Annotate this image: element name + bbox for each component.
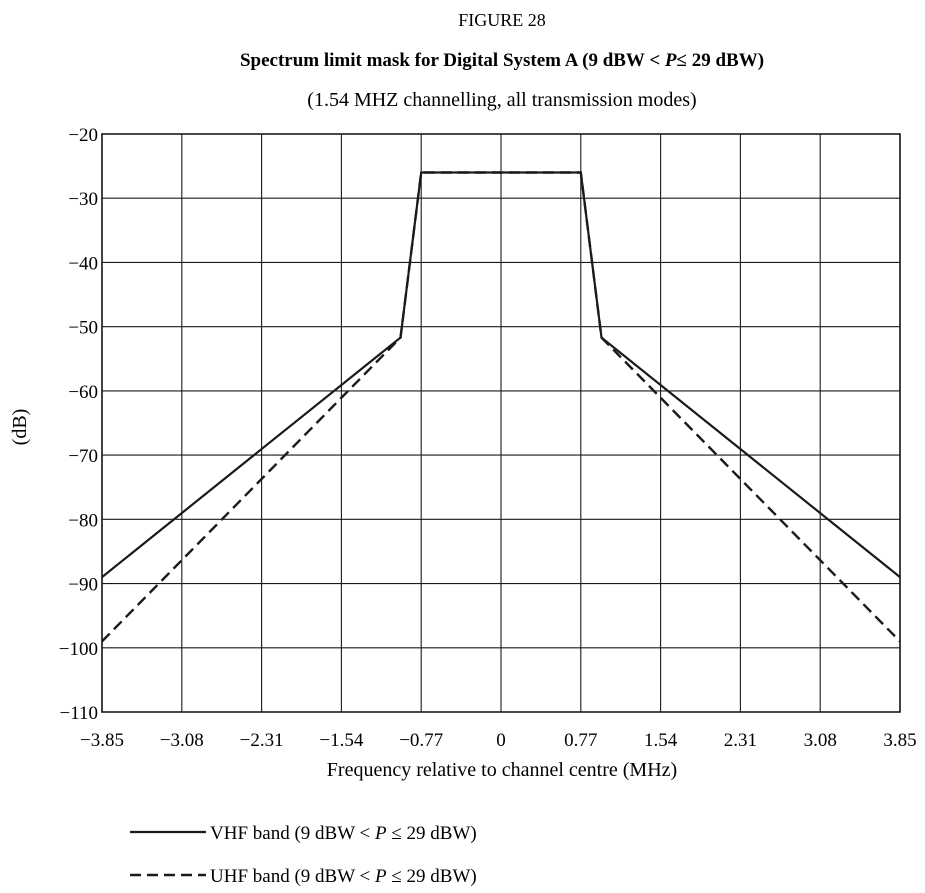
legend-vhf-italic: P [374, 823, 387, 844]
x-tick-label: 2.31 [724, 730, 757, 751]
y-tick-label: −40 [68, 253, 98, 274]
x-tick-label: 0 [496, 730, 506, 751]
x-tick-label: −3.85 [80, 730, 124, 751]
x-tick-label: −0.77 [399, 730, 443, 751]
x-tick-label: 0.77 [564, 730, 597, 751]
x-tick-label: −1.54 [319, 730, 363, 751]
y-tick-label: −60 [68, 382, 98, 403]
grid [101, 133, 901, 713]
legend-vhf-before: VHF band (9 dBW < [210, 823, 375, 844]
y-tick-label: −50 [68, 318, 98, 339]
legend: VHF band (9 dBW < P ≤ 29 dBW) UHF band (… [130, 823, 477, 887]
tick-labels: −3.85 −3.08 −2.31 −1.54 −0.77 0 0.77 1.54 2.31 3.… [59, 125, 917, 751]
y-axis-title: (dB) [9, 409, 31, 446]
chart-title-italic: P [664, 50, 677, 71]
y-tick-label: −20 [68, 125, 98, 146]
legend-label-vhf: VHF band (9 dBW < P ≤ 29 dBW) [210, 823, 477, 844]
chart-title-before: Spectrum limit mask for Digital System A… [240, 50, 665, 71]
figure-label: FIGURE 28 [458, 10, 546, 30]
y-tick-label: −100 [59, 639, 98, 660]
legend-uhf-after: ≤ 29 dBW) [387, 866, 477, 887]
y-tick-label: −110 [59, 703, 98, 724]
legend-uhf-before: UHF band (9 dBW < [210, 866, 375, 887]
y-tick-label: −80 [68, 510, 98, 531]
x-tick-label: 3.08 [804, 730, 837, 751]
legend-label-uhf: UHF band (9 dBW < P ≤ 29 dBW) [210, 866, 477, 887]
x-tick-label: −3.08 [160, 730, 204, 751]
x-axis-title: Frequency relative to channel centre (MH… [327, 759, 677, 781]
chart-title: Spectrum limit mask for Digital System A… [240, 50, 764, 71]
x-tick-label: 3.85 [883, 730, 916, 751]
x-tick-label: 1.54 [644, 730, 678, 751]
y-tick-label: −70 [68, 446, 98, 467]
chart-subtitle: (1.54 MHZ channelling, all transmission … [307, 89, 696, 111]
y-tick-label: −90 [68, 575, 98, 596]
series-layer [101, 171, 901, 643]
chart-title-after: ≤ 29 dBW) [677, 50, 765, 71]
plot-frame [101, 133, 901, 713]
series-line-uhf [101, 171, 901, 643]
y-tick-label: −30 [68, 189, 98, 210]
legend-uhf-italic: P [374, 866, 387, 887]
legend-vhf-after: ≤ 29 dBW) [387, 823, 477, 844]
x-tick-label: −2.31 [240, 730, 284, 751]
